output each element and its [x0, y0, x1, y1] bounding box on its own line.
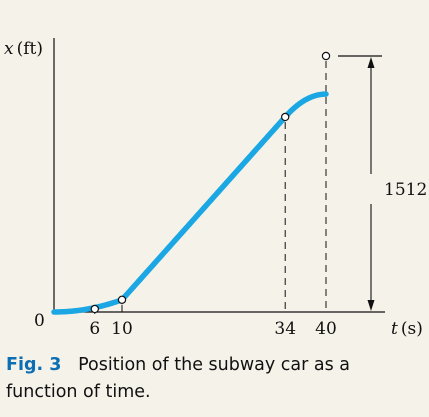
x-tick-label-6: 6	[89, 319, 100, 339]
data-point-t6	[90, 304, 100, 314]
data-point-t40	[321, 51, 331, 61]
x-tick-label-10: 10	[111, 319, 133, 339]
position-time-chart: x(ft) 0 t(s) 6 10 34 40 1512 ft	[4, 38, 429, 339]
drop-lines	[94, 61, 327, 314]
y-axis-label: x (ft)	[4, 39, 43, 59]
position-curve	[51, 91, 329, 315]
dimension-label: 1512 ft	[384, 180, 429, 200]
data-point-t10	[117, 295, 127, 305]
dimension-arrow	[367, 57, 375, 311]
figure-caption-text: Position of the subway car as a function…	[6, 355, 351, 402]
data-point-t34	[281, 112, 290, 122]
x-tick-label-40: 40	[315, 319, 337, 339]
x-tick-label-34: 34	[274, 319, 296, 339]
x-tick-labels: 6 10 34 40	[89, 319, 336, 339]
y-zero-label: 0	[34, 311, 45, 331]
data-points	[90, 51, 331, 314]
figure-caption: Fig. 3 Position of the subway car as a f…	[6, 352, 424, 406]
figure-label: Fig. 3	[6, 355, 62, 375]
x-axis-label: t (s)	[391, 319, 423, 339]
